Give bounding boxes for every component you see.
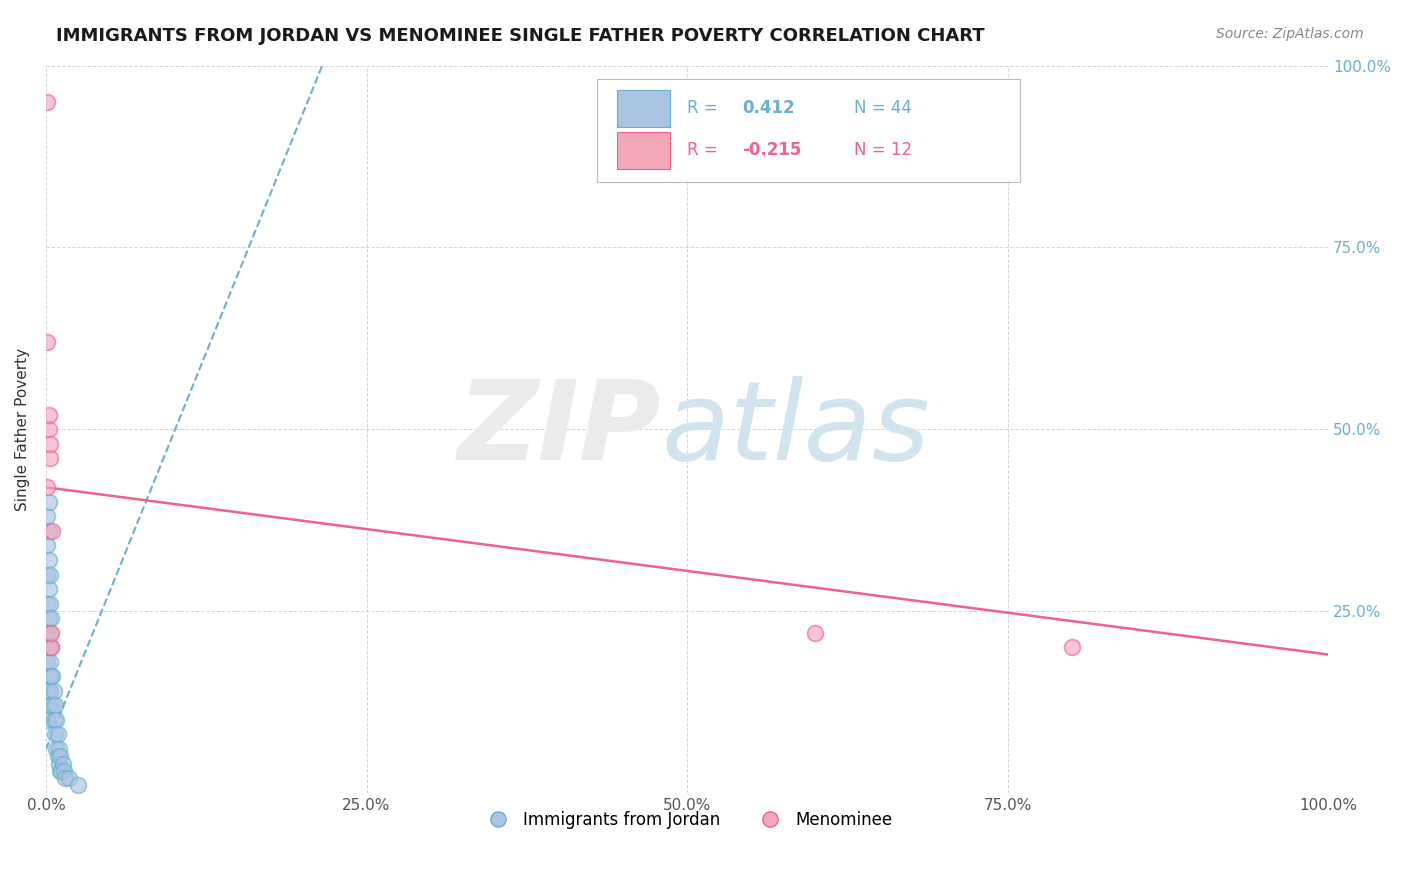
Point (38, 524, 60, 538)
Point (38, 597, 60, 611)
FancyBboxPatch shape (598, 78, 1021, 182)
Point (38, 582, 60, 596)
Point (45, 742, 67, 756)
Point (39, 640, 62, 655)
Point (37, 334, 59, 349)
Text: IMMIGRANTS FROM JORDAN VS MENOMINEE SINGLE FATHER POVERTY CORRELATION CHART: IMMIGRANTS FROM JORDAN VS MENOMINEE SING… (56, 27, 984, 45)
Point (1060, 640, 1083, 655)
Point (38, 655, 60, 669)
Point (52, 756, 75, 771)
Point (37, 713, 59, 727)
Point (58, 771, 80, 785)
Point (44, 698, 66, 713)
Point (38, 625, 60, 640)
Point (37, 625, 59, 640)
Point (52, 764, 75, 778)
Point (45, 713, 67, 727)
Text: N = 12: N = 12 (853, 141, 912, 159)
Point (49, 764, 72, 778)
Point (38, 422, 60, 436)
FancyBboxPatch shape (617, 132, 671, 169)
Text: Source: ZipAtlas.com: Source: ZipAtlas.com (1216, 27, 1364, 41)
Point (37, 655, 59, 669)
Text: atlas: atlas (661, 376, 929, 483)
Point (39, 611, 62, 625)
Point (38, 684, 60, 698)
Point (42, 713, 65, 727)
Text: 0.412: 0.412 (742, 99, 794, 117)
Point (39, 640, 62, 655)
Point (41, 698, 63, 713)
Point (37, 567, 59, 582)
Point (38, 611, 60, 625)
Text: N = 44: N = 44 (853, 99, 911, 117)
Text: -0.215: -0.215 (742, 141, 801, 159)
Point (38, 495, 60, 509)
Point (38, 451, 60, 466)
Point (804, 625, 827, 640)
Point (39, 669, 62, 683)
Point (44, 727, 66, 741)
Point (53, 771, 76, 785)
Point (46, 727, 69, 741)
Point (46, 749, 69, 764)
Point (38, 567, 60, 582)
Text: R =: R = (688, 99, 723, 117)
Point (39, 625, 62, 640)
Point (38, 408, 60, 422)
Y-axis label: Single Father Poverty: Single Father Poverty (15, 348, 30, 511)
Point (48, 756, 70, 771)
Text: ZIP: ZIP (458, 376, 661, 483)
Point (41, 669, 63, 683)
Point (38, 553, 60, 567)
Point (38, 669, 60, 683)
Point (38, 436, 60, 450)
Point (48, 742, 70, 756)
Point (37, 538, 59, 552)
Point (41, 524, 63, 538)
Point (51, 764, 73, 778)
Point (38, 640, 60, 655)
Point (37, 480, 59, 494)
Point (49, 749, 72, 764)
Point (37, 95, 59, 109)
Point (66, 778, 89, 792)
Point (42, 684, 65, 698)
Point (38, 698, 60, 713)
Text: R =: R = (688, 141, 723, 159)
Legend: Immigrants from Jordan, Menominee: Immigrants from Jordan, Menominee (475, 804, 900, 835)
FancyBboxPatch shape (617, 89, 671, 127)
Point (37, 684, 59, 698)
Point (37, 597, 59, 611)
Point (37, 509, 59, 524)
